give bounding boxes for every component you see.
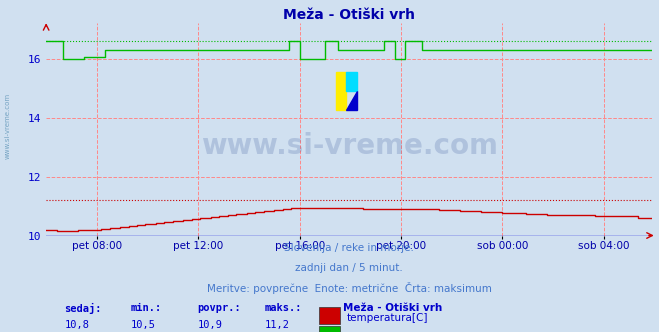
Text: Meritve: povprečne  Enote: metrične  Črta: maksimum: Meritve: povprečne Enote: metrične Črta:…	[207, 282, 492, 294]
Text: www.si-vreme.com: www.si-vreme.com	[201, 132, 498, 160]
Text: maks.:: maks.:	[264, 303, 302, 313]
Text: sedaj:: sedaj:	[65, 303, 102, 314]
Text: 10,8: 10,8	[65, 320, 90, 330]
Bar	[319, 326, 340, 332]
Text: Meža - Otiški vrh: Meža - Otiški vrh	[343, 303, 442, 313]
Bar	[335, 72, 346, 110]
Text: www.si-vreme.com: www.si-vreme.com	[5, 93, 11, 159]
Text: 10,9: 10,9	[198, 320, 223, 330]
Title: Meža - Otiški vrh: Meža - Otiški vrh	[283, 8, 415, 22]
Text: 10,5: 10,5	[131, 320, 156, 330]
Text: Slovenija / reke in morje.: Slovenija / reke in morje.	[284, 243, 415, 253]
Bar	[346, 72, 357, 91]
Text: min.:: min.:	[131, 303, 162, 313]
Text: temperatura[C]: temperatura[C]	[346, 313, 428, 323]
Polygon shape	[346, 91, 357, 110]
Text: povpr.:: povpr.:	[198, 303, 241, 313]
Bar	[319, 307, 340, 324]
Text: 11,2: 11,2	[264, 320, 289, 330]
Text: zadnji dan / 5 minut.: zadnji dan / 5 minut.	[295, 263, 403, 273]
